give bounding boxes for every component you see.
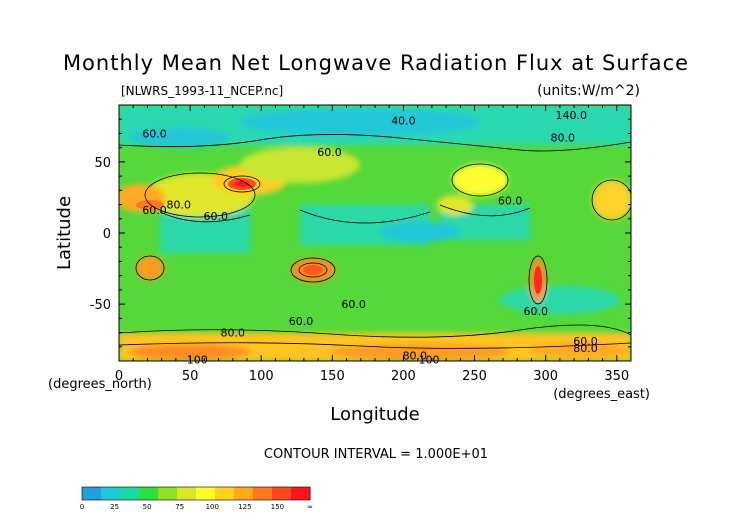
x-tick-label: 50 bbox=[182, 369, 199, 384]
contour-label: 60.0 bbox=[498, 194, 523, 207]
y-tick-label: -50 bbox=[90, 298, 111, 313]
colorbar: 0 25 50 75 100 125 150 ∞ bbox=[80, 486, 313, 511]
south-africa-warm bbox=[136, 256, 164, 280]
y-axis-units: (degrees_north) bbox=[48, 377, 152, 392]
colorbar-frame bbox=[81, 486, 311, 501]
colorbar-tick-label: 25 bbox=[110, 503, 119, 511]
x-axis-units: (degrees_east) bbox=[553, 387, 650, 402]
heatmap-field bbox=[119, 105, 631, 361]
contour-label: 60.0 bbox=[142, 204, 167, 217]
contour-label: 80.0 bbox=[573, 342, 598, 355]
contour-label: 60.0 bbox=[523, 305, 548, 318]
contour-label: 100 bbox=[419, 354, 440, 367]
contour-label: 80.0 bbox=[221, 327, 246, 340]
contour-label: 80.0 bbox=[166, 199, 191, 212]
contour-label: 60.0 bbox=[289, 315, 314, 328]
tibet-hot-center bbox=[235, 181, 249, 187]
southern-ocean-cool bbox=[500, 286, 620, 314]
andes-hot-core bbox=[534, 266, 542, 294]
colorbar-swatch bbox=[139, 487, 159, 500]
colorbar-tick-label: 150 bbox=[271, 503, 284, 511]
x-tick-label: 300 bbox=[533, 369, 558, 384]
y-tick-label: 0 bbox=[103, 227, 111, 242]
x-tick-label: 0 bbox=[115, 369, 123, 384]
colorbar-tick-label: 0 bbox=[80, 503, 84, 511]
colorbar-swatch bbox=[158, 487, 178, 500]
colorbar-swatch bbox=[120, 487, 140, 500]
chart-title: Monthly Mean Net Longwave Radiation Flux… bbox=[63, 51, 689, 75]
y-axis: -50 0 50 bbox=[90, 118, 631, 348]
contour-labels: 40.0 140.060.060.080.060.0 60.080.0 60.060.… bbox=[142, 109, 597, 367]
antarctic-hot-3 bbox=[530, 342, 630, 358]
colorbar-swatch bbox=[101, 487, 121, 500]
colorbar-swatch bbox=[82, 487, 102, 500]
units-label: (units:W/m^2) bbox=[537, 83, 640, 99]
colorbar-tick-label: 75 bbox=[175, 503, 184, 511]
arctic-cold-patch bbox=[240, 108, 480, 136]
mexico-warm bbox=[437, 195, 473, 215]
contour-label: 100 bbox=[187, 354, 208, 367]
arctic-cold-patch-2 bbox=[130, 128, 230, 148]
contour-label: 80.0 bbox=[550, 132, 575, 145]
x-axis: 0 50 100 150 200 250 300 350 bbox=[115, 105, 629, 384]
colorbar-swatch bbox=[215, 487, 235, 500]
y-axis-label: Latitude bbox=[54, 196, 75, 270]
asia-warm bbox=[240, 147, 360, 183]
north-atlantic-warm bbox=[592, 180, 631, 220]
colorbar-tick-label: ∞ bbox=[307, 503, 313, 511]
colorbar-tick-label: 100 bbox=[206, 503, 219, 511]
colorbar-swatch bbox=[196, 487, 216, 500]
x-tick-label: 150 bbox=[320, 369, 345, 384]
y-tick-label: 50 bbox=[94, 156, 111, 171]
antarctic-hot-1 bbox=[130, 344, 250, 360]
x-tick-label: 200 bbox=[391, 369, 416, 384]
contour-label: 60.0 bbox=[203, 210, 228, 223]
contour-label: 80.0 bbox=[403, 349, 428, 362]
source-label: [NLWRS_1993-11_NCEP.nc] bbox=[121, 84, 283, 98]
colorbar-tick-label: 50 bbox=[143, 503, 152, 511]
contour-label: 140.0 bbox=[556, 109, 588, 122]
colorbar-swatch bbox=[177, 487, 197, 500]
x-tick-label: 350 bbox=[604, 369, 629, 384]
colorbar-swatch bbox=[253, 487, 273, 500]
australia-hot-core bbox=[303, 265, 323, 275]
north-america-warm bbox=[452, 164, 508, 196]
pacific-cool-patch bbox=[380, 222, 460, 242]
colorbar-swatch bbox=[234, 487, 254, 500]
sahara-hot-core bbox=[136, 200, 164, 210]
x-tick-label: 250 bbox=[462, 369, 487, 384]
contour-interval: CONTOUR INTERVAL = 1.000E+01 bbox=[264, 447, 488, 462]
colorbar-swatch bbox=[272, 487, 292, 500]
x-axis-label: Longitude bbox=[330, 404, 420, 425]
contour-label: 60.0 bbox=[573, 335, 598, 348]
contour-label: 60.0 bbox=[341, 298, 366, 311]
x-tick-label: 100 bbox=[249, 369, 274, 384]
contour-label: 60.0 bbox=[317, 146, 342, 159]
colorbar-tick-label: 125 bbox=[238, 503, 251, 511]
contour-label: 60.0 bbox=[142, 127, 167, 140]
contour-lines bbox=[119, 134, 631, 349]
contour-label: 40.0 bbox=[391, 115, 416, 128]
colorbar-swatch bbox=[291, 487, 311, 500]
